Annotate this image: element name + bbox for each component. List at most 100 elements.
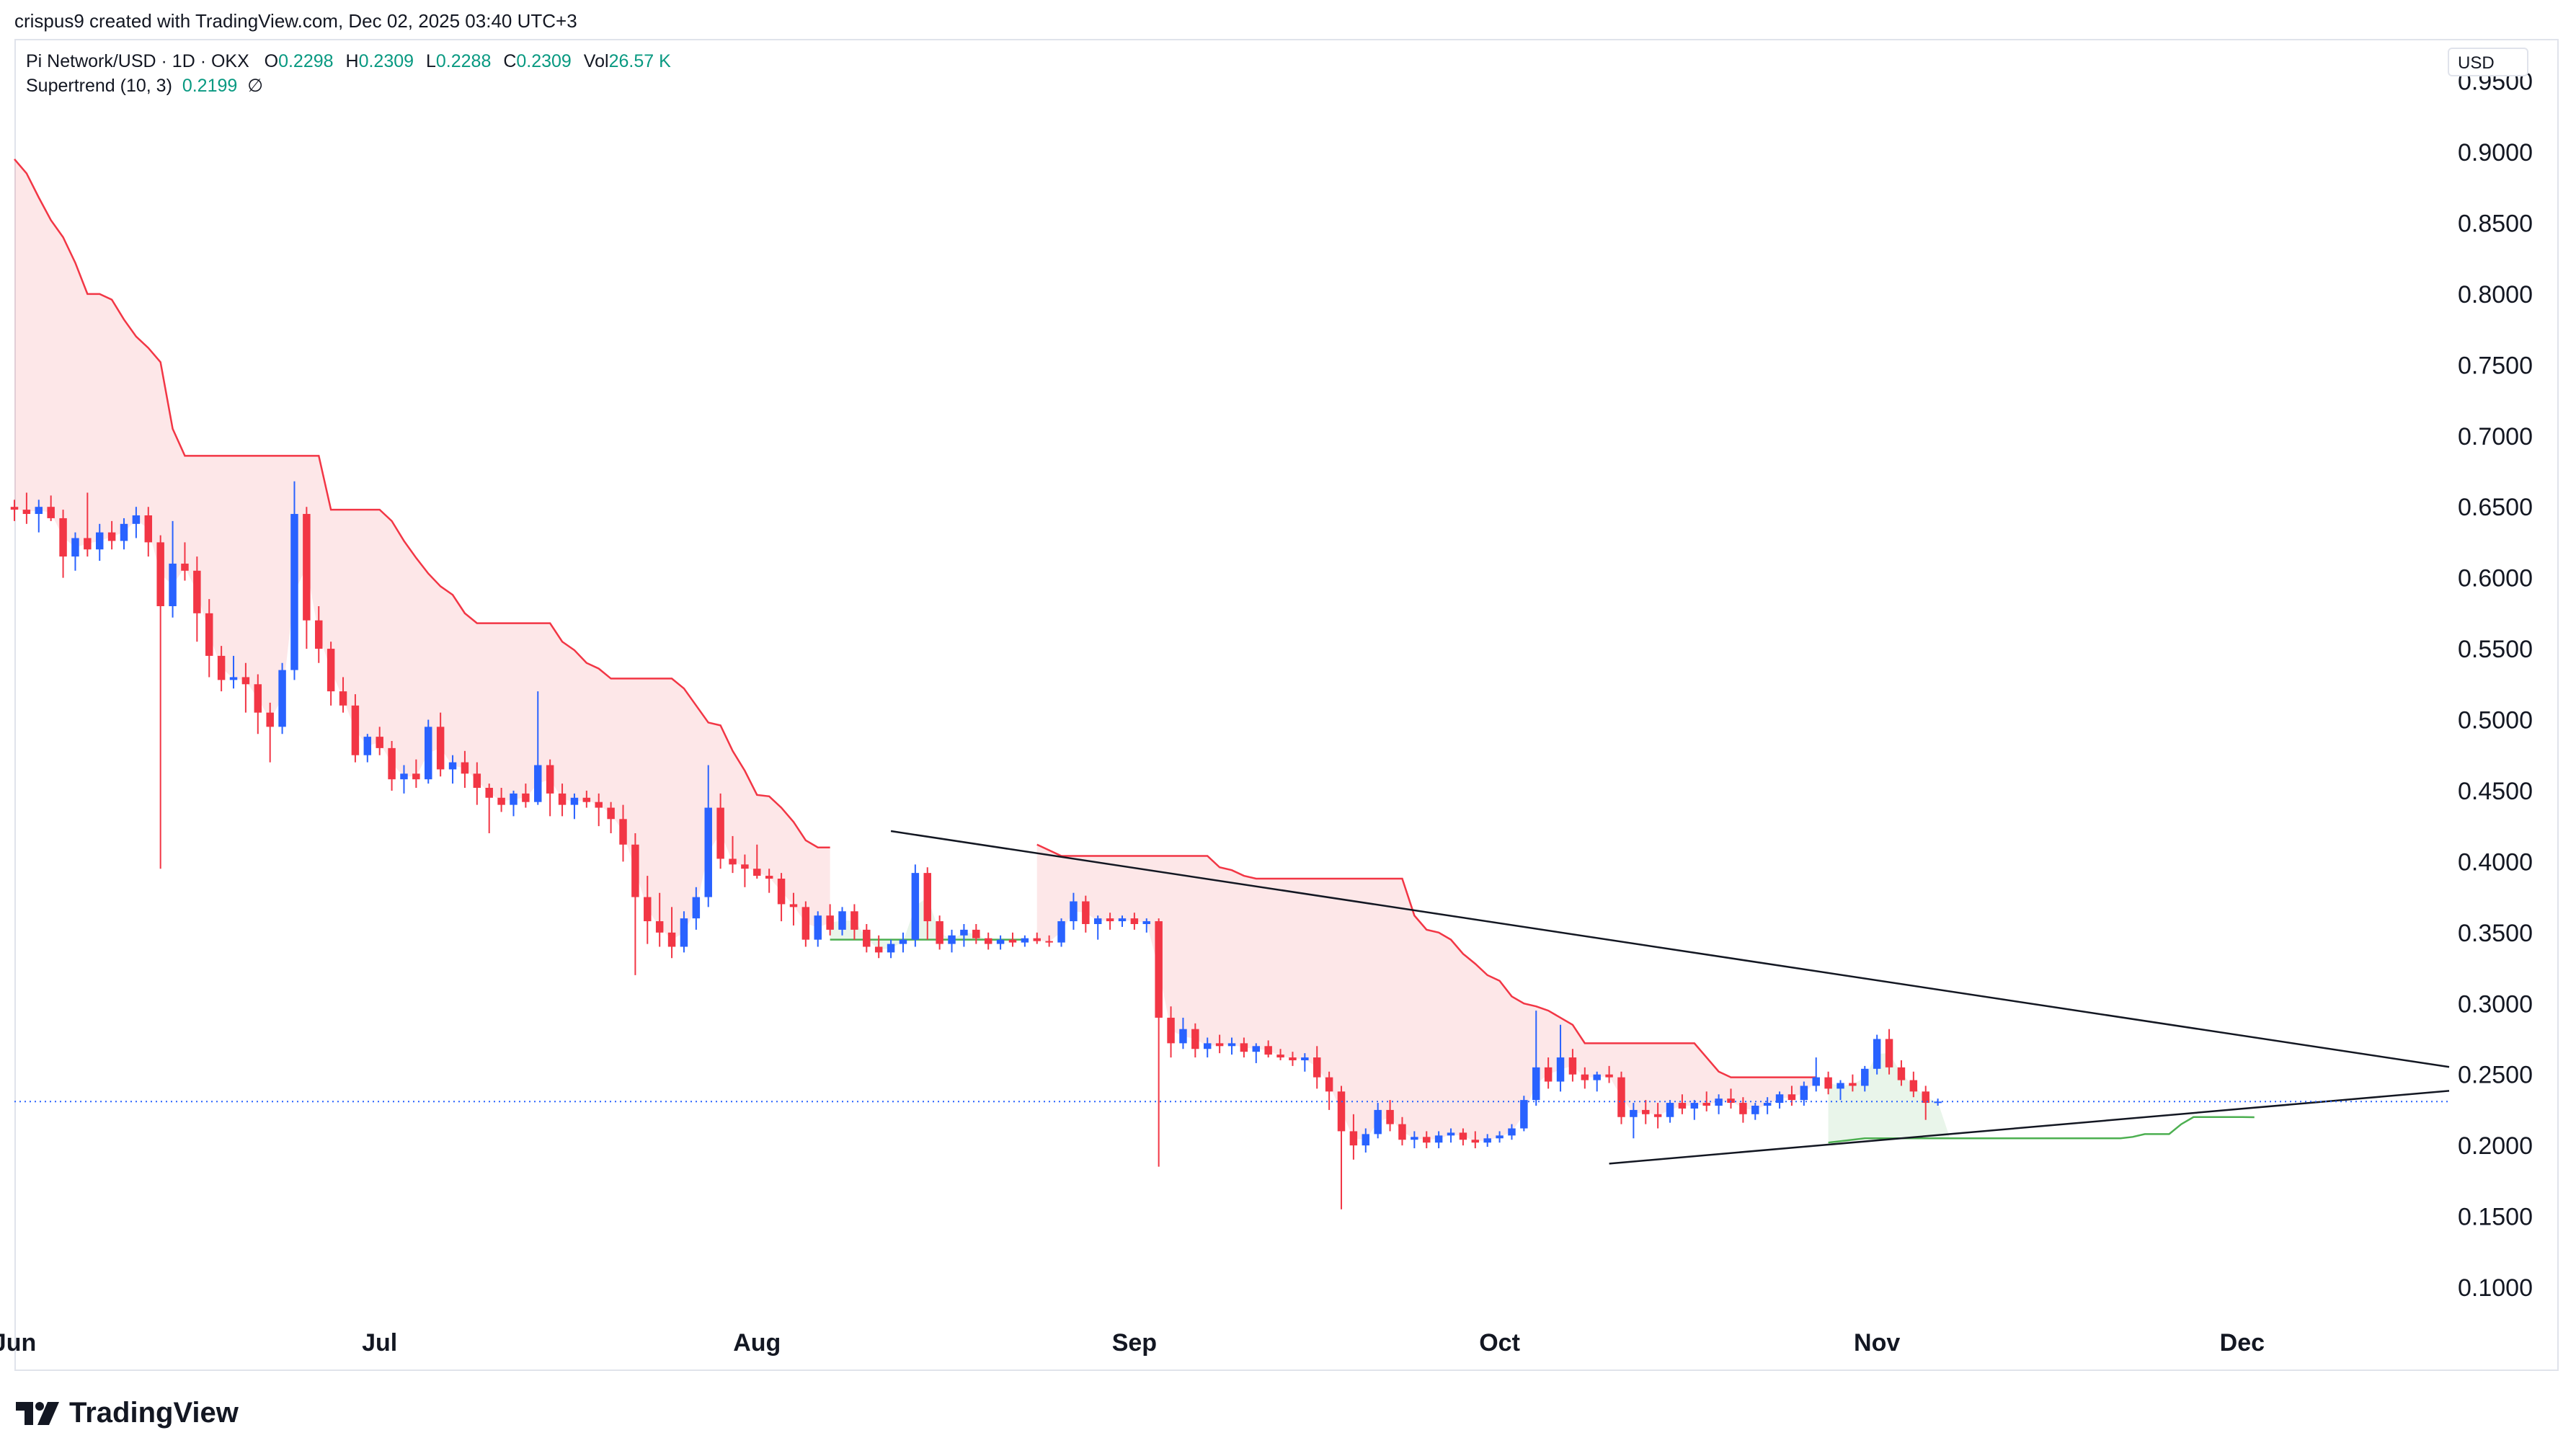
trendline [890,830,2450,1068]
candle-body [205,613,213,656]
candle-body [1727,1098,1735,1104]
candle [936,915,943,950]
candle [1447,1128,1455,1143]
candle-body [107,532,116,541]
candle [534,691,542,805]
close-value: 0.2309 [516,51,572,71]
candle [1155,918,1163,1167]
candle [948,929,956,953]
candle [1812,1057,1820,1092]
symbol-label[interactable]: Pi Network/USD · 1D · OKX [26,51,249,71]
candle [1653,1103,1662,1129]
candle-body [35,507,43,515]
candle [1423,1131,1431,1149]
candle-body [582,797,591,802]
candle-body [1483,1138,1491,1143]
candle-body [1824,1077,1832,1089]
indicator-label: Supertrend (10, 3) [26,76,172,96]
candle [376,727,383,755]
candle [667,907,676,959]
candle [448,755,457,784]
candle [692,887,701,930]
ohlc-row: Pi Network/USD · 1D · OKX O0.2298 H0.230… [26,49,678,74]
y-tick-label: 0.6000 [2458,565,2533,592]
candle [814,911,822,947]
currency-badge[interactable]: USD [2448,48,2528,76]
y-tick-label: 0.5000 [2458,707,2533,734]
candle-body [1922,1091,1929,1104]
candle [1739,1097,1747,1123]
candle [1702,1091,1710,1111]
candle-body [241,677,250,685]
y-tick-label: 0.3500 [2458,920,2533,947]
candle [1215,1034,1224,1054]
y-tick-label: 0.8500 [2458,210,2533,237]
candle-body [1252,1046,1261,1052]
y-tick-label: 0.8000 [2458,281,2533,308]
candle [1593,1071,1601,1092]
candle-body [1897,1067,1906,1080]
candle [874,935,883,959]
candle-body [874,946,883,953]
candle-body [339,691,347,706]
candle-body [1617,1077,1625,1117]
candle-body [95,532,104,550]
candle-body [1471,1140,1480,1143]
trendline [1609,1090,2450,1165]
candle [899,932,907,953]
indicator-row[interactable]: Supertrend (10, 3) 0.2199 ∅ [26,74,678,98]
candle-body [1276,1055,1284,1058]
candle-body [619,819,627,845]
candle [412,759,420,788]
candle [1678,1094,1687,1114]
volume-value: 26.57 K [608,51,671,71]
candle-body [1240,1043,1248,1052]
candle-body [84,538,92,550]
candle-body [1836,1083,1844,1089]
candle [607,802,615,833]
candle [132,507,141,538]
candle [327,642,335,706]
candle-body [1812,1077,1820,1086]
candle [1459,1128,1467,1146]
candle-body [1398,1124,1406,1140]
candle-body [948,935,956,944]
candle-body [801,907,810,940]
candle-body [899,939,907,944]
candle [887,939,895,959]
candle [388,741,396,791]
candle [1775,1091,1784,1109]
candle-body [363,737,372,755]
candle-body [1678,1103,1687,1109]
candle-body [1849,1083,1857,1086]
candle-body [132,515,141,524]
supertrend-up-2-fill [1828,1053,2255,1143]
supertrend-indicator [14,159,2255,1144]
candle-body [667,932,676,947]
candle-body [510,793,518,805]
candle-body [1313,1057,1321,1078]
candle-body [1118,918,1127,922]
candle-body [47,507,55,518]
candle [522,784,530,808]
candle [1897,1060,1906,1086]
candle [1508,1124,1516,1140]
candle-body [1423,1137,1431,1143]
candles [10,481,1942,1209]
x-tick-label: Oct [1479,1329,1520,1357]
candle [181,542,189,581]
chart-legend: Pi Network/USD · 1D · OKX O0.2298 H0.230… [26,49,678,98]
candle [716,793,724,869]
candle [1873,1034,1881,1075]
candle [1581,1067,1589,1089]
candle [753,844,761,879]
candle [1057,918,1065,947]
hide-indicator-icon[interactable]: ∅ [247,76,263,96]
candle-body [1374,1109,1382,1135]
candle [1203,1037,1212,1058]
candle-body [1362,1134,1370,1146]
candle-body [1021,938,1029,943]
candle [680,911,688,953]
candle-body [1775,1094,1784,1104]
